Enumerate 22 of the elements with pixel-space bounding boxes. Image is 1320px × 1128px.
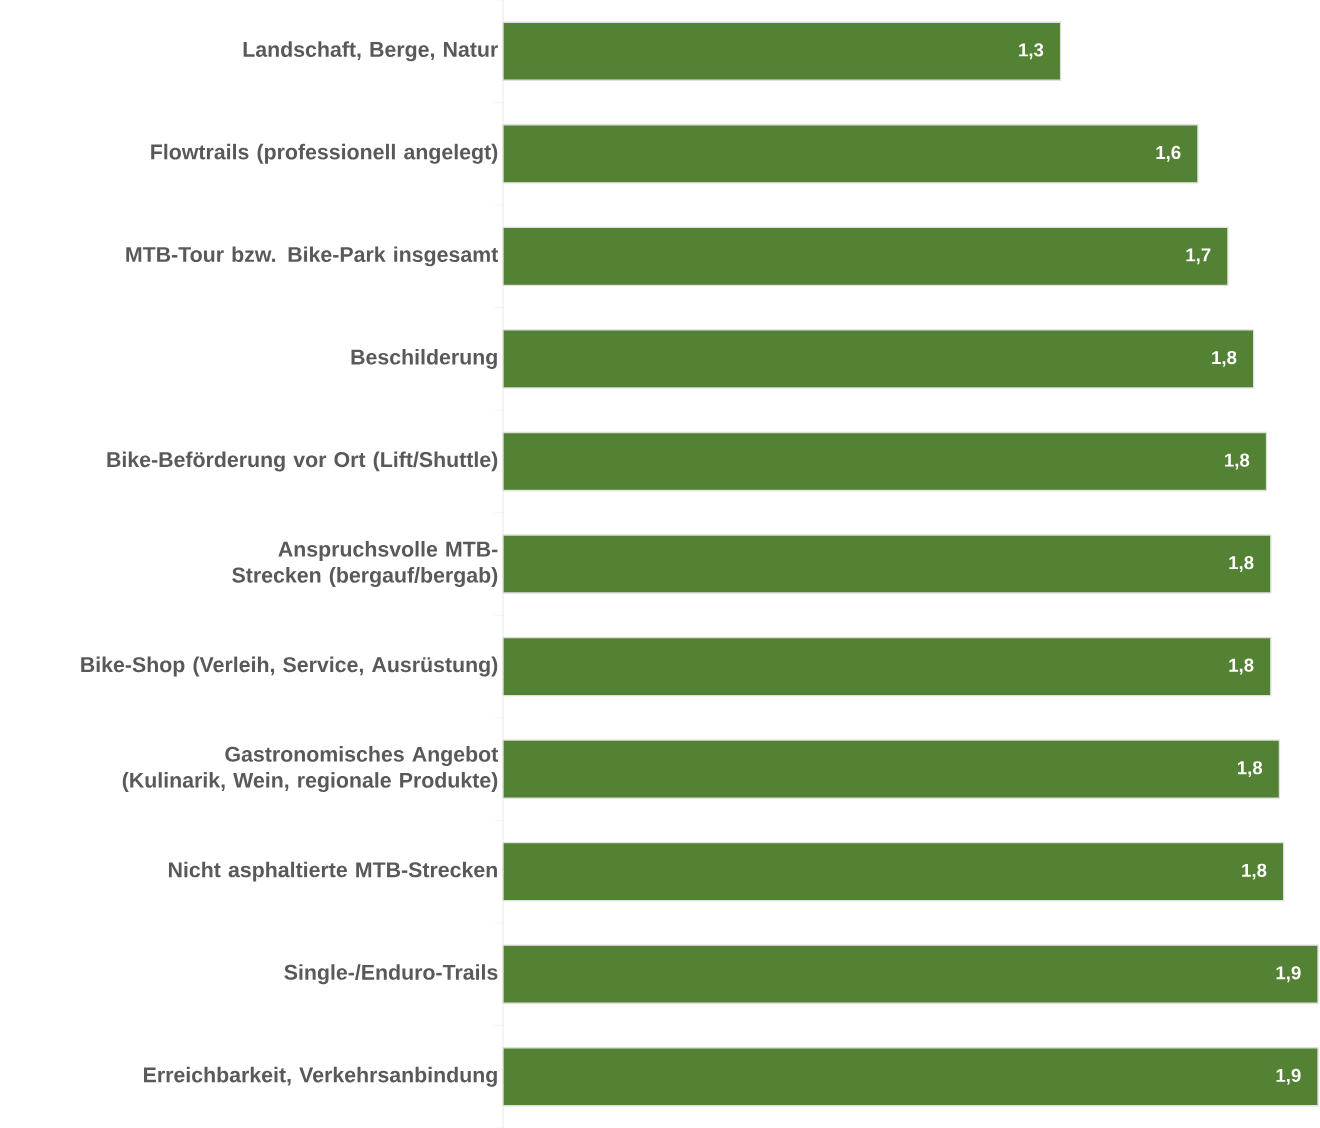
- data-label: 1,7: [1186, 248, 1211, 265]
- data-label: 1,9: [1276, 966, 1301, 983]
- y-tick-label: Anspruchsvolle MTB-Strecken (bergauf/bergab): [232, 541, 498, 587]
- y-tick-label: Landschaft, Berge, Natur: [243, 41, 498, 62]
- data-label: 1,8: [1237, 761, 1263, 778]
- data-label: 1,8: [1225, 453, 1250, 470]
- y-tick-label: Gastronomisches Angebot (Kulinarik, Wein, regionale Produkte): [122, 746, 499, 793]
- data-label: 1,3: [1019, 43, 1044, 60]
- y-tick-label: Nicht asphaltierte MTB-Strecken: [168, 861, 497, 882]
- data-label: 1,6: [1156, 145, 1181, 162]
- data-label: 1,8: [1229, 658, 1254, 675]
- y-tick-label: Flowtrails (professionell angelegt): [151, 143, 498, 164]
- data-label: 1,8: [1212, 350, 1237, 367]
- y-tick-label: MTB-Tour bzw. Bike-Park insgesamt: [126, 246, 499, 267]
- data-label: 1,8: [1242, 863, 1267, 880]
- y-tick-label: Bike-Beförderung vor Ort (Lift/Shuttle): [107, 451, 498, 472]
- y-tick-label: Erreichbarkeit, Verkehrsanbindung: [144, 1066, 497, 1087]
- y-tick-label: Beschilderung: [351, 348, 497, 369]
- y-tick-label: Bike-Shop (Verleih, Service, Ausrüstung): [81, 656, 498, 677]
- data-label: 1,8: [1229, 556, 1254, 572]
- y-tick-label: Single-/Enduro-Trails: [284, 964, 498, 985]
- data-label: 1,9: [1276, 1068, 1301, 1085]
